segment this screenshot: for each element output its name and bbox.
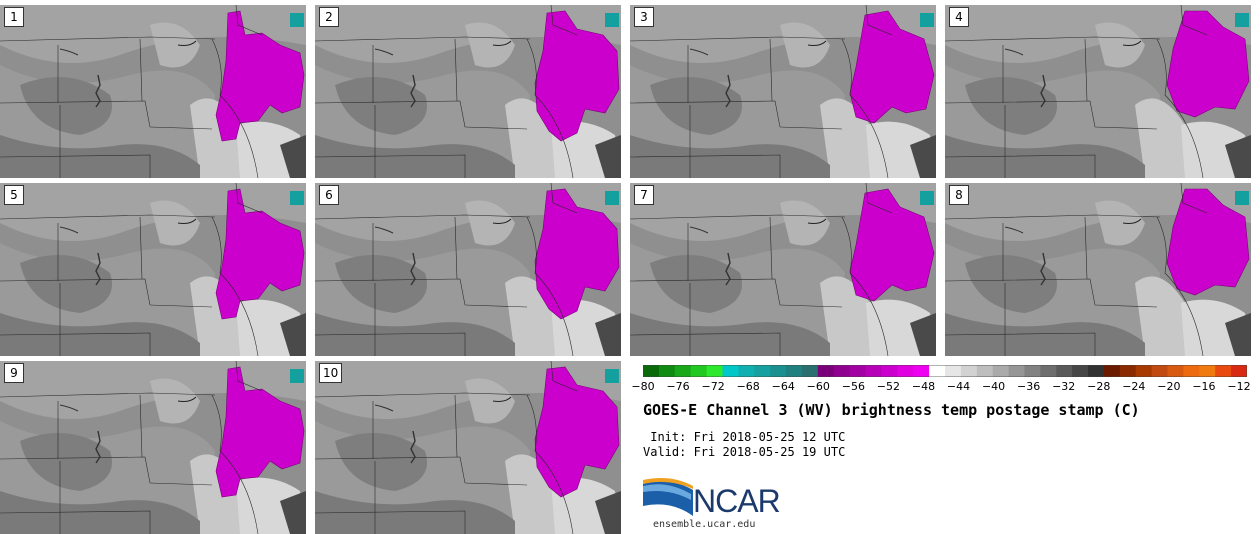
colorbar-tick-label: −68: [736, 380, 760, 393]
colorbar-swatch: [849, 365, 867, 377]
colorbar-swatch: [992, 365, 1010, 377]
logo-url: ensemble.ucar.edu: [653, 519, 756, 530]
colorbar-swatches: [642, 364, 1248, 378]
colorbar-tick-label: −12: [1227, 380, 1251, 393]
init-time: Init: Fri 2018-05-25 12 UTC: [643, 430, 846, 444]
colorbar-swatch: [1040, 365, 1057, 377]
panel-number: 8: [949, 185, 969, 205]
colorbar-tick-label: −48: [911, 380, 936, 393]
colorbar-swatch: [690, 365, 708, 377]
colorbar-swatch: [1103, 365, 1121, 377]
colorbar-tick-label: −56: [841, 380, 865, 393]
ncar-wordmark: NCAR: [693, 483, 781, 519]
colorbar-tick-label: −60: [806, 380, 830, 393]
colorbar-swatch: [1215, 365, 1232, 377]
panel-number: 3: [634, 7, 654, 27]
colorbar-swatch: [913, 365, 930, 377]
colorbar-swatch: [1183, 365, 1200, 377]
colorbar-swatch: [754, 365, 771, 377]
colorbar-tick-label: −76: [666, 380, 690, 393]
colorbar-tick-label: −16: [1192, 380, 1216, 393]
panel-number: 6: [319, 185, 339, 205]
colorbar-swatch: [1151, 365, 1169, 377]
water-vapor-map: [630, 183, 936, 356]
colorbar-swatch: [833, 365, 851, 377]
panel-number: 4: [949, 7, 969, 27]
colorbar-swatch: [786, 365, 803, 377]
postage-stamp-panel: 8: [945, 183, 1251, 356]
water-vapor-map: [315, 5, 621, 178]
colorbar-swatch: [881, 365, 898, 377]
postage-stamp-panel: 6: [315, 183, 621, 356]
water-vapor-map: [0, 361, 306, 534]
colorbar-swatch: [706, 365, 724, 377]
colorbar-tick-label: −64: [771, 380, 795, 393]
postage-stamp-panel: 2: [315, 5, 621, 178]
water-vapor-map: [0, 183, 306, 356]
colorbar-swatch: [643, 365, 660, 377]
colorbar-swatch: [722, 365, 739, 377]
colorbar-tick-label: −28: [1087, 380, 1111, 393]
postage-stamp-panel: 10: [315, 361, 621, 534]
colorbar-swatch: [658, 365, 676, 377]
postage-stamp-panel: 1: [0, 5, 306, 178]
ncar-logo-icon: [643, 478, 693, 516]
water-vapor-map: [0, 5, 306, 178]
colorbar-swatch: [865, 365, 883, 377]
water-vapor-map: [945, 5, 1251, 178]
water-vapor-map: [315, 183, 621, 356]
panel-number: 1: [4, 7, 24, 27]
postage-stamp-panel: 5: [0, 183, 306, 356]
colorbar-swatch: [770, 365, 787, 377]
figure-title: GOES-E Channel 3 (WV) brightness temp po…: [643, 401, 1140, 419]
valid-time: Valid: Fri 2018-05-25 19 UTC: [643, 445, 846, 459]
colorbar-swatch: [1167, 365, 1185, 377]
colorbar-swatch: [1008, 365, 1026, 377]
colorbar-tick-label: −32: [1052, 380, 1076, 393]
colorbar-swatch: [1056, 365, 1073, 377]
colorbar-swatch: [674, 365, 692, 377]
water-vapor-map: [315, 361, 621, 534]
colorbar-swatch: [976, 365, 994, 377]
colorbar: [642, 362, 1248, 378]
water-vapor-map: [945, 183, 1251, 356]
colorbar-tick-label: −72: [701, 380, 725, 393]
colorbar-swatch: [801, 365, 819, 377]
postage-stamp-panel: 9: [0, 361, 306, 534]
panel-number: 5: [4, 185, 24, 205]
postage-stamp-panel: 3: [630, 5, 936, 178]
colorbar-swatch: [897, 365, 914, 377]
colorbar-tick-label: −24: [1122, 380, 1146, 393]
colorbar-swatch: [929, 365, 946, 377]
colorbar-tick-label: −44: [946, 380, 971, 393]
colorbar-swatch: [1135, 365, 1153, 377]
panel-number: 7: [634, 185, 654, 205]
colorbar-swatch: [1231, 365, 1248, 377]
colorbar-swatch: [945, 365, 962, 377]
colorbar-swatch: [1199, 365, 1216, 377]
colorbar-swatch: [1072, 365, 1089, 377]
colorbar-swatch: [817, 365, 835, 377]
panel-number: 2: [319, 7, 339, 27]
panel-number: 10: [319, 363, 343, 383]
colorbar-swatch: [1024, 365, 1041, 377]
postage-stamp-panel: 4: [945, 5, 1251, 178]
colorbar-swatch: [738, 365, 755, 377]
colorbar-tick-label: −40: [981, 380, 1006, 393]
colorbar-swatch: [1088, 365, 1105, 377]
colorbar-swatch: [1119, 365, 1137, 377]
colorbar-tick-label: −52: [876, 380, 901, 393]
colorbar-tick-label: −80: [631, 380, 655, 393]
panel-number: 9: [4, 363, 24, 383]
colorbar-swatch: [960, 365, 978, 377]
postage-stamp-panel: 7: [630, 183, 936, 356]
colorbar-tick-label: −20: [1157, 380, 1181, 393]
colorbar-tick-label: −36: [1017, 380, 1041, 393]
water-vapor-map: [630, 5, 936, 178]
